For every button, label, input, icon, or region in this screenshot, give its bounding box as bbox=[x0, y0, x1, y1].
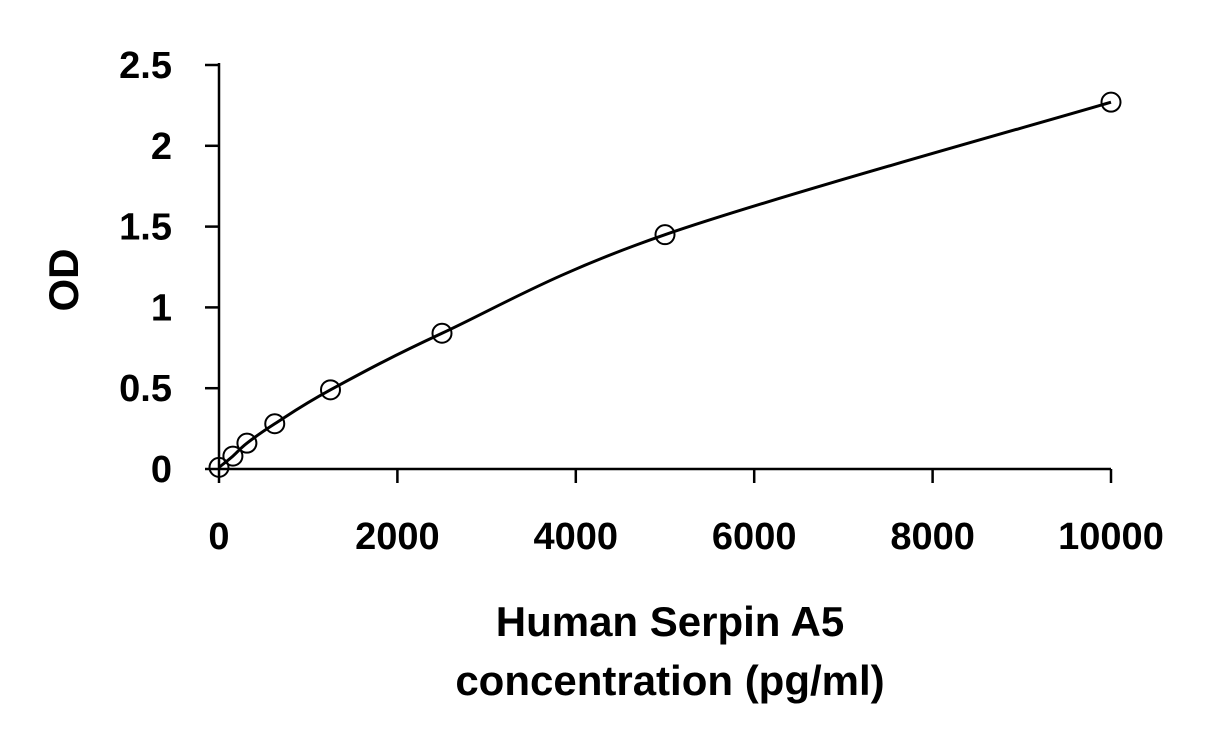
x-axis-title-line-1: Human Serpin A5 bbox=[496, 598, 845, 645]
data-point bbox=[1100, 91, 1122, 113]
fit-curve bbox=[218, 100, 1112, 469]
x-tick-label: 6000 bbox=[712, 516, 797, 558]
y-tick-label: 2.5 bbox=[119, 45, 172, 87]
axes bbox=[217, 63, 1111, 471]
data-point bbox=[654, 224, 676, 246]
ticks bbox=[205, 63, 1113, 483]
data-point bbox=[264, 413, 286, 435]
data-point bbox=[320, 379, 341, 401]
y-tick-label: 1.5 bbox=[119, 207, 172, 249]
data-point bbox=[208, 456, 230, 478]
fit-curve-group bbox=[218, 100, 1112, 469]
y-tick-label: 2 bbox=[151, 126, 172, 168]
x-tick-label: 8000 bbox=[890, 516, 975, 558]
x-tick-label: 0 bbox=[208, 516, 229, 558]
x-tick-label: 4000 bbox=[534, 516, 619, 558]
y-tick-label: 1 bbox=[151, 287, 172, 329]
y-axis-title: OD bbox=[40, 249, 87, 312]
y-tick-label: 0 bbox=[151, 449, 172, 491]
data-point bbox=[431, 322, 453, 344]
x-tick-label: 2000 bbox=[355, 516, 440, 558]
x-tick-label: 10000 bbox=[1058, 516, 1164, 558]
x-axis-title-line-2: concentration (pg/ml) bbox=[455, 657, 884, 704]
data-points bbox=[208, 91, 1122, 478]
y-tick-label: 0.5 bbox=[119, 368, 172, 410]
data-point bbox=[222, 445, 244, 467]
data-point bbox=[236, 432, 258, 454]
tick-labels: 0 0.5 1 1.5 2 2.5 0 2000 4000 6000 8000 10000 bbox=[119, 45, 1164, 558]
